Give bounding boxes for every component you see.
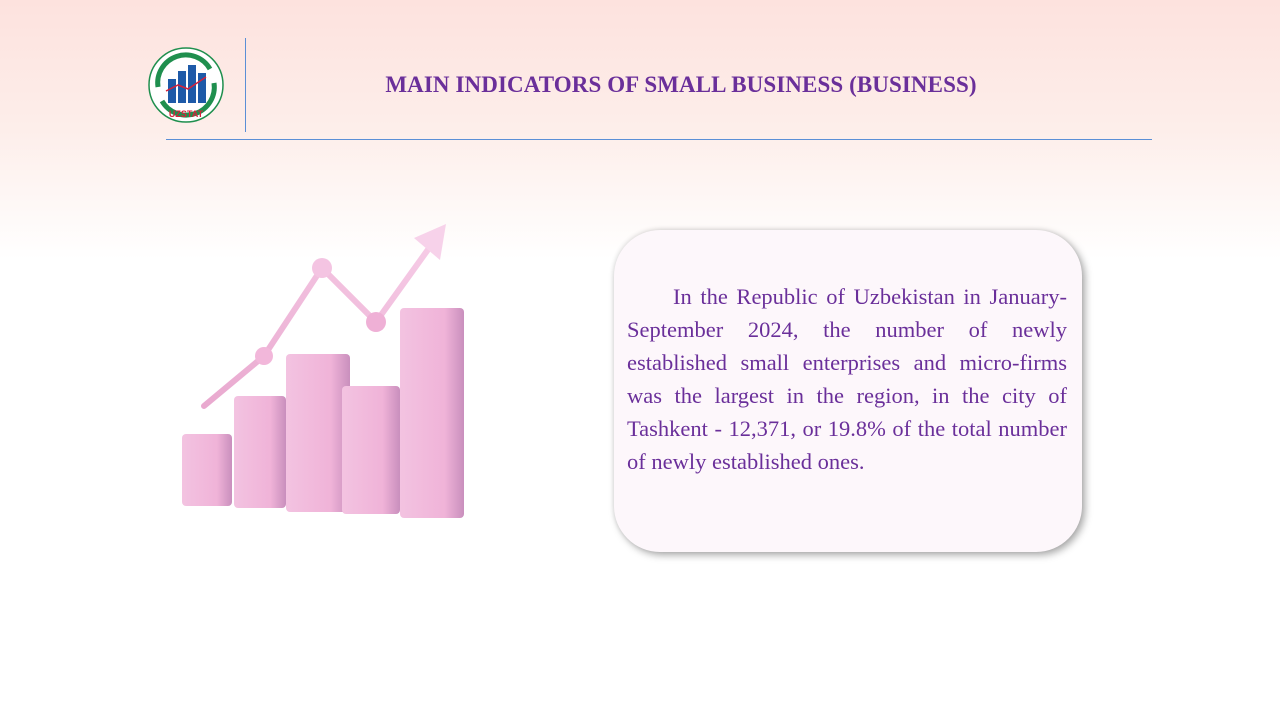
uzstat-logo-icon: UZSTAT bbox=[148, 47, 224, 123]
header-vertical-divider bbox=[245, 38, 246, 132]
illustration-bar bbox=[234, 396, 286, 508]
illustration-point bbox=[366, 312, 386, 332]
growth-chart-illustration-icon bbox=[170, 220, 480, 530]
illustration-bar bbox=[286, 354, 350, 512]
illustration-arrowhead bbox=[414, 224, 446, 260]
info-card: In the Republic of Uzbekistan in January… bbox=[614, 230, 1082, 552]
illustration-point bbox=[312, 258, 332, 278]
illustration-bar bbox=[400, 308, 464, 518]
logo-text: UZSTAT bbox=[169, 109, 204, 119]
illustration-point bbox=[255, 347, 273, 365]
illustration-bar bbox=[182, 434, 232, 506]
illustration-bar bbox=[342, 386, 400, 514]
info-card-text: In the Republic of Uzbekistan in January… bbox=[627, 284, 1067, 474]
header-horizontal-divider bbox=[166, 139, 1152, 140]
page-title: MAIN INDICATORS OF SMALL BUSINESS (BUSIN… bbox=[385, 72, 977, 97]
